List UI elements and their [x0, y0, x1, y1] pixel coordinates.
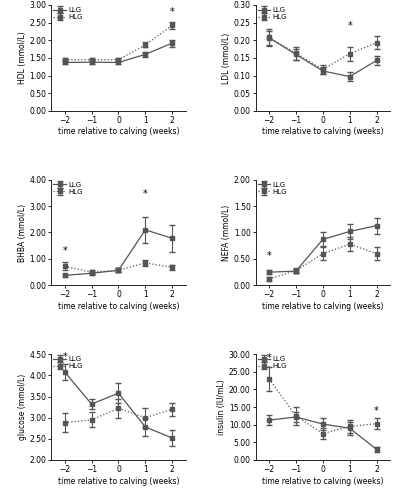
Y-axis label: insulin (IU/mL): insulin (IU/mL) — [217, 379, 226, 435]
Y-axis label: BHBA (mmol/L): BHBA (mmol/L) — [18, 204, 26, 262]
X-axis label: time relative to calving (weeks): time relative to calving (weeks) — [58, 128, 179, 136]
Legend: LLG, HLG: LLG, HLG — [258, 182, 287, 194]
X-axis label: time relative to calving (weeks): time relative to calving (weeks) — [262, 128, 384, 136]
Text: *: * — [267, 353, 271, 363]
Legend: LLG, HLG: LLG, HLG — [53, 7, 82, 20]
Y-axis label: HDL (mmol/L): HDL (mmol/L) — [18, 32, 26, 84]
Text: *: * — [62, 352, 67, 362]
Legend: LLG, HLG: LLG, HLG — [53, 356, 82, 370]
X-axis label: time relative to calving (weeks): time relative to calving (weeks) — [262, 302, 384, 311]
Text: *: * — [267, 250, 271, 260]
X-axis label: time relative to calving (weeks): time relative to calving (weeks) — [58, 476, 179, 486]
Text: *: * — [170, 8, 175, 18]
Text: *: * — [143, 190, 148, 200]
Y-axis label: glucose (mmol/L): glucose (mmol/L) — [18, 374, 26, 440]
X-axis label: time relative to calving (weeks): time relative to calving (weeks) — [262, 476, 384, 486]
Legend: LLG, HLG: LLG, HLG — [53, 182, 82, 194]
X-axis label: time relative to calving (weeks): time relative to calving (weeks) — [58, 302, 179, 311]
Text: *: * — [374, 406, 379, 416]
Text: *: * — [62, 246, 67, 256]
Text: *: * — [348, 22, 352, 32]
Y-axis label: NEFA (mmol/L): NEFA (mmol/L) — [222, 204, 231, 260]
Legend: LLG, HLG: LLG, HLG — [258, 7, 287, 20]
Y-axis label: LDL (mmol/L): LDL (mmol/L) — [222, 32, 231, 84]
Legend: LLG, HLG: LLG, HLG — [258, 356, 287, 370]
